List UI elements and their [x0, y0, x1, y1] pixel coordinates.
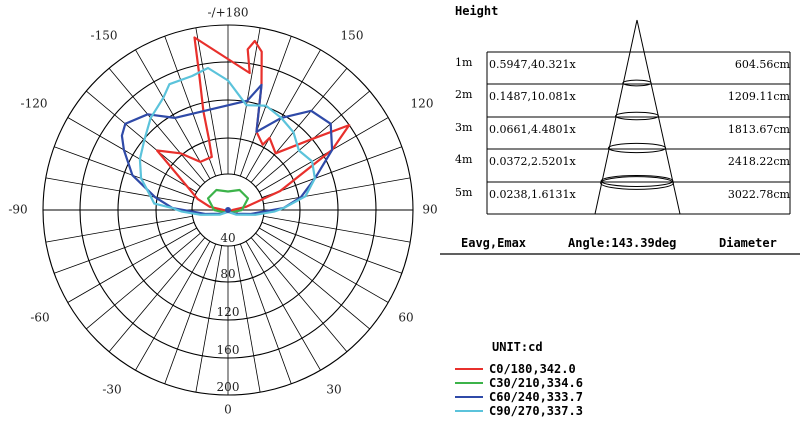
row-eavg-emax: 0.0661,4.4801x: [489, 123, 576, 136]
polar-spoke: [54, 221, 195, 274]
radial-label: 40: [220, 231, 235, 245]
row-diameter: 604.56cm: [734, 58, 790, 71]
row-diameter: 2418.22cm: [727, 155, 790, 168]
polar-spoke: [86, 90, 201, 188]
legend-swatch: [455, 382, 483, 384]
angle-label: -60: [30, 311, 49, 325]
row-height-label: 2m: [455, 88, 473, 101]
angle-label: -120: [21, 97, 48, 111]
polar-spoke: [245, 49, 321, 180]
polar-spoke: [45, 177, 193, 205]
polar-spoke: [245, 240, 321, 371]
polar-spoke: [108, 68, 206, 183]
row-diameter: 3022.78cm: [727, 188, 790, 201]
row-height-label: 5m: [455, 186, 473, 199]
polar-spoke: [164, 243, 217, 384]
radial-label: 200: [217, 380, 240, 394]
polar-spoke: [255, 232, 370, 330]
row-height-label: 1m: [455, 56, 473, 69]
polar-spoke: [195, 27, 223, 175]
radial-label: 120: [217, 305, 240, 319]
polar-spoke: [135, 240, 211, 371]
legend-label: C30/210,334.6: [489, 376, 583, 390]
angle-label: 120: [411, 97, 434, 111]
row-height-label: 3m: [455, 121, 473, 134]
polar-spoke: [164, 36, 217, 177]
polar-diagram: -/+180 -150 150 -120 120 -90 90 -60 60 -30 30 0 40 80…: [8, 6, 437, 417]
radial-label: 80: [220, 267, 235, 281]
legend-item: C0/180,342.0: [455, 362, 583, 376]
unit-label: UNIT:cd: [492, 340, 543, 354]
polar-spoke: [263, 177, 411, 205]
footer-diameter-label: Diameter: [719, 236, 777, 250]
legend-label: C60/240,333.7: [489, 390, 583, 404]
row-eavg-emax: 0.0372,2.5201x: [489, 155, 576, 168]
polar-spoke: [135, 49, 211, 180]
row-eavg-emax: 0.0238,1.6131x: [489, 188, 576, 201]
angle-label: 90: [422, 203, 437, 217]
legend: C0/180,342.0 C30/210,334.6 C60/240,333.7 C9…: [455, 362, 583, 418]
angle-label: -/+180: [207, 6, 248, 20]
row-eavg-emax: 0.5947,40.321x: [489, 58, 576, 71]
legend-label: C90/270,337.3: [489, 404, 583, 418]
angle-label: 0: [224, 403, 232, 417]
polar-spoke: [195, 245, 223, 393]
beam-cone-ellipse: [607, 142, 667, 154]
polar-spoke: [239, 243, 292, 384]
polar-spoke: [263, 215, 411, 243]
row-diameter: 1813.67cm: [727, 123, 790, 136]
row-diameter: 1209.11cm: [727, 90, 790, 103]
beam-cone-ellipse: [600, 174, 674, 188]
radial-label: 160: [217, 343, 240, 357]
legend-swatch: [455, 368, 483, 370]
polar-spoke: [261, 221, 402, 274]
legend-item: C60/240,333.7: [455, 390, 583, 404]
polar-spoke: [67, 227, 198, 303]
legend-item: C30/210,334.6: [455, 376, 583, 390]
polar-spoke: [108, 237, 206, 352]
footer-eavg-label: Eavg,Emax: [461, 236, 527, 250]
legend-swatch: [455, 410, 483, 412]
beam-cone-ellipse: [615, 111, 659, 121]
polar-spoke: [54, 146, 195, 199]
row-height-label: 4m: [455, 153, 473, 166]
angle-label: -90: [8, 203, 27, 217]
row-eavg-emax: 0.1487,10.081x: [489, 90, 576, 103]
polar-spoke: [233, 245, 261, 393]
polar-spoke: [261, 146, 402, 199]
angle-label: 60: [398, 311, 413, 325]
polar-spoke: [67, 117, 198, 193]
angle-label: 30: [326, 383, 341, 397]
polar-spoke: [86, 232, 201, 330]
beam-cone-ellipse: [600, 176, 674, 190]
polar-center-dot: [225, 207, 231, 213]
legend-item: C90/270,337.3: [455, 404, 583, 418]
polar-spoke: [258, 117, 389, 193]
angle-label: -30: [102, 383, 121, 397]
polar-spoke: [258, 227, 389, 303]
polar-spoke: [250, 237, 348, 352]
angle-label: -150: [91, 29, 118, 43]
height-diameter-table: [440, 19, 800, 255]
polar-spoke: [250, 68, 348, 183]
polar-spoke: [45, 215, 193, 243]
angle-label: 150: [341, 29, 364, 43]
table-title: Height: [455, 4, 499, 18]
footer-angle-label: Angle:143.39deg: [568, 236, 677, 250]
legend-swatch: [455, 396, 483, 398]
series-curve-4: [138, 66, 316, 216]
beam-cone-ellipse: [622, 79, 652, 87]
legend-label: C0/180,342.0: [489, 362, 576, 376]
